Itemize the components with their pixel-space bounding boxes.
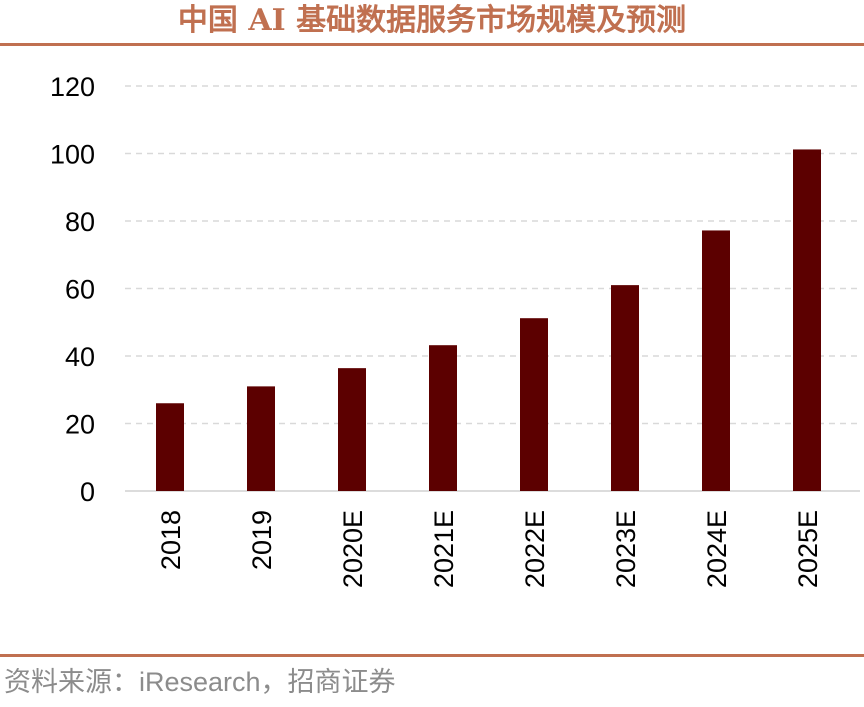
x-tick-label: 2021E [429, 510, 459, 588]
x-tick-label: 2022E [520, 510, 550, 588]
bar-2025E [793, 149, 821, 491]
y-tick-label: 20 [65, 410, 95, 440]
x-tick-label: 2019 [247, 510, 277, 570]
title-divider [0, 43, 864, 46]
bar-2020E [338, 368, 366, 491]
bar-2019 [247, 386, 275, 491]
y-tick-label: 0 [80, 477, 95, 507]
y-tick-label: 60 [65, 275, 95, 305]
x-tick-label: 2020E [338, 510, 368, 588]
y-tick-label: 100 [50, 140, 95, 170]
x-tick-label: 2023E [611, 510, 641, 588]
bar-chart: 0 20 40 60 80 100 120 2018 2019 2020E 2021E 2022E 20… [50, 72, 860, 588]
bar-2022E [520, 318, 548, 491]
x-tick-label: 2024E [702, 510, 732, 588]
bar-2024E [702, 230, 730, 491]
chart-title: 中国 AI 基础数据服务市场规模及预测 [177, 3, 687, 38]
x-tick-label: 2025E [793, 510, 823, 588]
y-tick-label: 40 [65, 342, 95, 372]
x-tick-label: 2018 [156, 510, 186, 570]
bar-2023E [611, 285, 639, 491]
y-tick-label: 120 [50, 72, 95, 102]
bar-2018 [156, 403, 184, 491]
bar-2021E [429, 345, 457, 491]
source-note: 资料来源：iResearch，招商证券 [4, 667, 396, 697]
footer-divider [0, 654, 864, 657]
y-tick-label: 80 [65, 207, 95, 237]
